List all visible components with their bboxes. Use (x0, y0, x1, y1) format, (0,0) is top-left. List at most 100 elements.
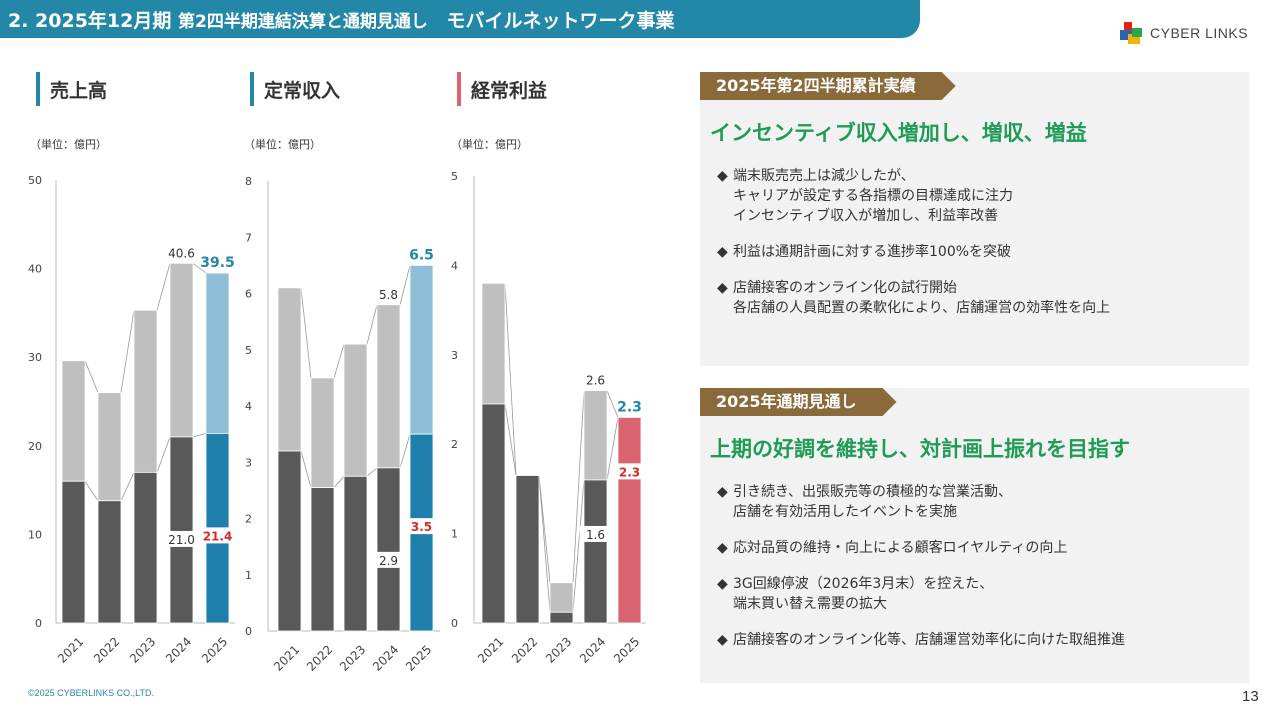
bar-lower (133, 471, 158, 624)
data-label-total: 6.5 (409, 247, 434, 263)
outlook-ribbon: 2025年通期見通し (700, 388, 897, 416)
y-tick-label: 5 (451, 170, 458, 183)
data-label-bg (201, 527, 234, 544)
title-bar: 2. 2025年12月期 第2四半期連結決算と通期見通し モバイルネットワーク事… (0, 0, 920, 38)
x-tick-label: 2021 (271, 642, 302, 673)
y-tick-label: 3 (245, 456, 252, 469)
chart-2: 定常収入 （単位：億円） 0 1 2 3 4 5 6 7 8 2021 2022 2023 2024 2025… (244, 72, 440, 674)
diamond-icon: ◆ (717, 168, 728, 184)
bar-upper (583, 390, 608, 481)
diamond-icon: ◆ (717, 540, 728, 556)
y-tick-label: 10 (28, 528, 42, 541)
results-bullet-line: ◆ 端末販売売上は減少したが、 (717, 168, 915, 184)
bar-upper (310, 377, 335, 488)
connector-line (333, 476, 345, 488)
data-label-lower: 21.4 (203, 529, 233, 543)
diamond-icon: ◆ (717, 280, 728, 296)
copyright: ©2025 CYBERLINKS CO.,LTD. (28, 688, 155, 698)
bar-upper (61, 360, 86, 482)
data-label-total: 2.3 (617, 399, 642, 415)
connector-line (399, 265, 411, 305)
outlook-panel: 2025年通期見通し 上期の好調を維持し、対計画上振れを目指す ◆ 引き続き、出張… (700, 388, 1249, 683)
diamond-icon: ◆ (717, 576, 728, 592)
y-tick-label: 4 (245, 400, 252, 413)
page-title: 2. 2025年12月期 第2四半期連結決算と通期見通し モバイルネットワーク事… (8, 6, 674, 33)
bar-upper (549, 582, 574, 613)
chart-title-accent (250, 72, 254, 106)
bar-upper (277, 287, 302, 452)
data-label-lower: 2.3 (619, 465, 640, 479)
outlook-bullet: ◆ 引き続き、出張販売等の積極的な営業活動、 店舗を有効活用したイベントを実施 (717, 482, 1237, 522)
outlook-bullet-line: ◆ 応対品質の維持・向上による顧客ロイヤルティの向上 (717, 540, 1068, 556)
results-ribbon: 2025年第2四半期累計実績 (700, 72, 956, 100)
y-tick-label: 40 (28, 263, 42, 276)
x-tick-label: 2021 (55, 634, 86, 665)
bar-upper (376, 304, 401, 469)
results-bullet-line: ◆ 店舗接客のオンライン化の試行開始 (717, 280, 957, 296)
y-tick-label: 0 (451, 617, 458, 630)
title-sub: 第2四半期連結決算と通期見通し (178, 12, 428, 32)
y-tick-label: 7 (245, 231, 252, 244)
x-tick-label: 2023 (127, 634, 158, 665)
results-bullet: ◆ 利益は通期計画に対する進捗率100%を突破 (717, 242, 1237, 262)
bar-lower (169, 436, 194, 624)
x-tick-label: 2024 (577, 634, 608, 665)
chart-unit: （単位：億円） (244, 137, 321, 151)
outlook-bullet-line: ◆ 店舗接客のオンライン化等、店舗運営効率化に向けた取組推進 (717, 632, 1125, 648)
x-tick-label: 2022 (509, 634, 540, 665)
bar-upper (343, 343, 368, 477)
data-label-total: 2.6 (586, 374, 605, 388)
y-tick-label: 30 (28, 351, 42, 364)
connector-line (333, 344, 345, 378)
logo-mark-icon (1120, 22, 1142, 44)
y-tick-label: 20 (28, 440, 42, 453)
results-bullet-line: キャリアが設定する各指標の目標達成に注力 (733, 188, 1013, 204)
x-tick-label: 2022 (304, 642, 335, 673)
outlook-headline: 上期の好調を維持し、対計画上振れを目指す (710, 437, 1130, 461)
bar-upper (169, 262, 194, 438)
outlook-bullet: ◆ 3G回線停波（2026年3月末）を控えた、 端末買い替え需要の拡大 (717, 574, 1237, 614)
connector-line (399, 434, 411, 468)
y-tick-label: 8 (245, 175, 252, 188)
bar-lower (617, 416, 642, 624)
company-logo: CYBER LINKS (1118, 20, 1258, 48)
bar-upper (409, 264, 434, 435)
outlook-bullet-line: ◆ 引き続き、出張販売等の積極的な営業活動、 (717, 484, 1013, 500)
data-label-bg (372, 551, 405, 568)
title-main: 2. 2025年12月期 (8, 10, 172, 32)
y-tick-label: 2 (245, 513, 252, 526)
x-tick-label: 2024 (163, 634, 194, 665)
data-label-lower: 1.6 (586, 528, 605, 542)
chart-title: 経常利益 (471, 79, 547, 102)
chart-1: 売上高 （単位：億円） 0 10 20 30 40 50 2021 2022 2023 2024 202… (28, 72, 235, 666)
bar-upper (133, 309, 158, 473)
chart-title-accent (457, 72, 461, 106)
bar-lower (549, 611, 574, 624)
bar-upper (205, 272, 230, 434)
connector-line (156, 436, 171, 473)
outlook-bullet: ◆ 店舗接客のオンライン化等、店舗運営効率化に向けた取組推進 (717, 630, 1237, 650)
bar-lower (61, 480, 86, 624)
x-tick-label: 2023 (337, 642, 368, 673)
connector-line (606, 390, 619, 418)
x-tick-label: 2025 (199, 634, 230, 665)
outlook-bullets: ◆ 引き続き、出張販売等の積極的な営業活動、 店舗を有効活用したイベントを実施 ◆ 応対… (717, 482, 1237, 666)
bar-upper (97, 392, 122, 502)
connector-line (504, 403, 517, 476)
connector-line (606, 417, 619, 481)
data-label-lower: 21.0 (168, 533, 195, 547)
logo-text: CYBER LINKS (1150, 25, 1249, 41)
results-bullets: ◆ 端末販売売上は減少したが、 キャリアが設定する各指標の目標達成に注力 インセンティ… (717, 166, 1237, 334)
diamond-icon: ◆ (717, 244, 728, 260)
data-label-bg (579, 525, 612, 542)
bar-lower (481, 403, 506, 624)
connector-line (504, 283, 517, 476)
chart-unit: （単位：億円） (30, 137, 107, 151)
y-tick-label: 3 (451, 349, 458, 362)
connector-line (84, 481, 99, 501)
y-tick-label: 5 (245, 344, 252, 357)
results-headline: インセンティブ収入増加し、増収、増益 (710, 121, 1087, 145)
x-tick-label: 2022 (91, 634, 122, 665)
outlook-bullet: ◆ 応対品質の維持・向上による顧客ロイヤルティの向上 (717, 538, 1237, 558)
